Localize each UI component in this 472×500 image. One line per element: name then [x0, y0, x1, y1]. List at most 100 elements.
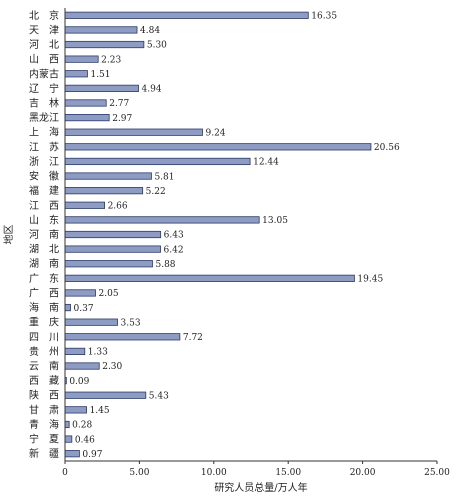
category-label: 四 川: [29, 332, 59, 343]
tick-labels-group: 0 5.00 10.00 15.00 20.00 25.00: [62, 468, 450, 478]
category-label: 广 东: [29, 272, 59, 285]
value-label: 0.97: [82, 450, 102, 460]
category-label: 北 京: [29, 9, 59, 22]
bar: [64, 172, 152, 180]
bar: [64, 450, 80, 458]
bar: [64, 55, 99, 63]
bar: [64, 318, 118, 326]
value-label: 1.51: [90, 70, 110, 80]
category-label: 黑龙江: [29, 111, 59, 124]
category-label: 宁 夏: [29, 433, 59, 446]
bar: [64, 362, 100, 370]
bar: [64, 406, 87, 414]
bar: [64, 274, 355, 282]
value-label: 9.24: [205, 128, 225, 138]
value-label: 19.45: [357, 275, 383, 285]
bar: [64, 11, 309, 19]
bar: [64, 216, 260, 224]
bar: [64, 347, 86, 356]
value-labels-group: 16.35 4.84 5.30 2.23 1.51 4.94 2.77 2.97 9.24 20.…: [69, 12, 400, 460]
category-label: 安 徽: [29, 170, 59, 183]
category-label: 山 东: [29, 213, 59, 226]
category-label: 甘 肃: [29, 403, 59, 416]
value-label: 2.66: [108, 201, 128, 211]
bar: [64, 245, 161, 253]
bar: [64, 303, 71, 312]
bar: [64, 260, 153, 268]
category-label: 内蒙古: [29, 67, 59, 80]
bar: [64, 40, 145, 49]
bar: [64, 420, 70, 429]
value-label: 1.45: [90, 406, 110, 416]
axes-group: [64, 8, 438, 464]
y-axis-title: 地区: [2, 225, 15, 245]
category-label: 天 津: [29, 24, 59, 36]
value-label: 13.05: [262, 216, 288, 226]
bars-group: [64, 11, 372, 458]
value-label: 5.30: [147, 41, 167, 51]
bar: [64, 143, 372, 151]
category-label: 新 疆: [29, 447, 59, 460]
bar: [64, 70, 88, 78]
value-label: 7.72: [183, 333, 203, 343]
category-label: 广 西: [29, 287, 59, 299]
bar: [64, 114, 110, 122]
value-label: 20.56: [374, 143, 400, 153]
category-label: 西 藏: [29, 375, 59, 387]
category-label: 青 海: [29, 418, 59, 431]
value-label: 4.94: [142, 85, 162, 95]
category-label: 海 南: [29, 301, 59, 314]
category-label: 吉 林: [29, 96, 59, 109]
value-label: 0.28: [72, 421, 92, 431]
category-label: 上 海: [29, 126, 59, 139]
x-axis-title: 研究人员总量/万人年: [214, 481, 307, 494]
x-tick-label: 15.00: [275, 468, 301, 478]
value-label: 2.05: [99, 289, 119, 299]
bar: [64, 333, 181, 341]
category-label: 江 苏: [29, 140, 59, 153]
category-label: 河 南: [29, 228, 59, 241]
bar: [64, 201, 105, 209]
value-label: 0.09: [69, 377, 89, 387]
bar: [64, 289, 96, 297]
category-label: 辽 宁: [29, 82, 59, 95]
category-label: 江 西: [29, 200, 59, 212]
x-tick-label: 0: [62, 468, 68, 478]
bar: [64, 84, 139, 92]
category-label: 贵 州: [29, 345, 59, 358]
x-tick-label: 20.00: [350, 468, 376, 478]
bar: [64, 391, 147, 399]
category-label: 湖 南: [29, 257, 59, 270]
category-label: 云 南: [29, 360, 59, 373]
bar: [64, 99, 107, 107]
value-label: 5.88: [155, 260, 175, 270]
value-label: 4.84: [140, 26, 160, 36]
bar: [64, 128, 203, 136]
value-label: 12.44: [253, 158, 279, 168]
x-tick-label: 5.00: [129, 468, 149, 478]
bar: [64, 157, 251, 166]
bar: [64, 187, 144, 195]
value-label: 3.53: [121, 318, 141, 328]
value-label: 6.42: [164, 245, 184, 255]
x-tick-label: 10.00: [201, 468, 227, 478]
value-label: 16.35: [311, 12, 337, 22]
value-label: 5.43: [149, 391, 169, 401]
value-label: 0.37: [74, 304, 94, 314]
value-label: 2.30: [102, 362, 122, 372]
value-label: 2.97: [112, 114, 132, 124]
value-label: 2.77: [109, 99, 129, 109]
category-label: 陕 西: [29, 389, 59, 402]
category-label: 浙 江: [29, 156, 59, 168]
x-tick-label: 25.00: [424, 468, 450, 478]
value-label: 5.81: [154, 172, 174, 182]
bar: [64, 435, 73, 443]
bar: [64, 230, 162, 239]
value-label: 1.33: [88, 348, 108, 358]
value-label: 0.46: [75, 435, 95, 445]
value-label: 5.22: [146, 187, 166, 197]
bar: [64, 26, 138, 34]
category-label: 福 建: [29, 184, 59, 197]
